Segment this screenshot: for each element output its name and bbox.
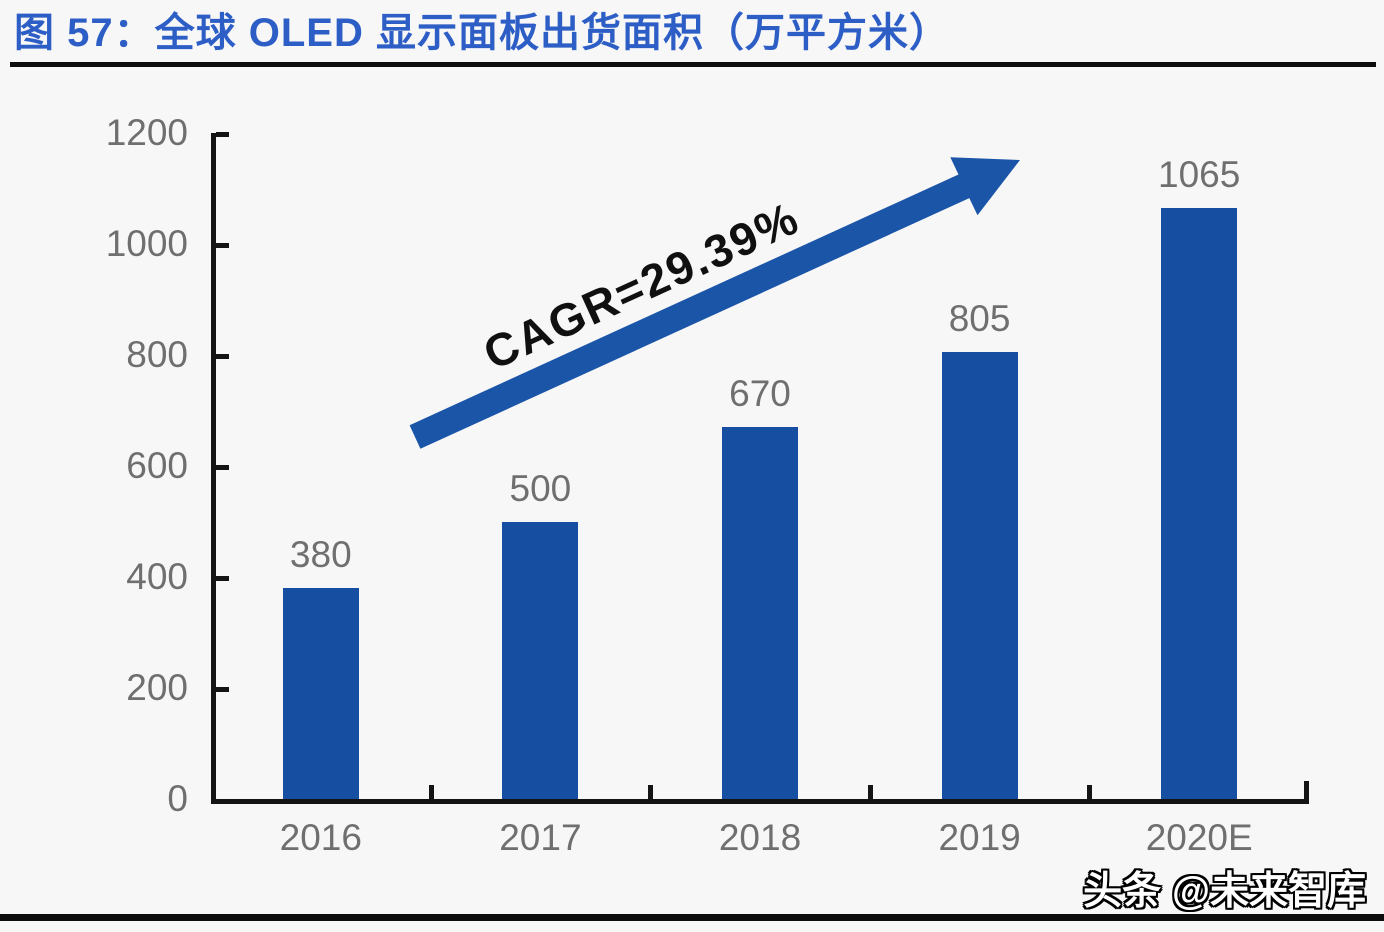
bar-2019 (941, 352, 1018, 799)
y-axis-tick (216, 132, 229, 137)
x-axis-line (211, 799, 1309, 804)
y-axis-tick (216, 354, 229, 359)
bar-value-label-2017: 500 (509, 467, 572, 509)
x-axis-label-2019: 2019 (938, 817, 1021, 858)
x-axis-label-2020E: 2020E (1145, 817, 1253, 858)
figure-title: 图 57：全球 OLED 显示面板出货面积（万平方米） (14, 11, 950, 55)
bar-value-label-2020E: 1065 (1158, 153, 1241, 195)
bar-value-label-2018: 670 (729, 373, 791, 415)
bar-2017 (502, 521, 579, 799)
bar-value-label-2019: 805 (948, 298, 1011, 340)
y-axis-tick-label: 800 (126, 334, 188, 375)
y-axis-tick (216, 465, 229, 470)
x-axis-tick (1087, 785, 1093, 799)
x-axis-tick (867, 785, 873, 799)
x-axis-label-2018: 2018 (718, 817, 802, 858)
x-axis-label-2016: 2016 (279, 817, 362, 858)
x-axis-label-2017: 2017 (499, 817, 582, 858)
y-axis-tick-label: 0 (167, 778, 188, 819)
bar-value-label-2016: 380 (289, 534, 352, 576)
y-axis-tick-label: 1000 (105, 223, 188, 264)
y-axis-tick (216, 243, 229, 248)
y-axis-line (211, 133, 216, 804)
bar-2018 (722, 427, 798, 799)
x-axis-end-cap (1304, 781, 1309, 803)
bar-2016 (282, 588, 359, 799)
bar-2020E (1161, 207, 1238, 799)
x-axis-tick (648, 785, 654, 799)
title-divider-line (10, 62, 1376, 67)
bottom-border-line (0, 914, 1384, 921)
watermark-text: 头条 @未来智库 (1083, 870, 1366, 913)
y-axis-tick (216, 687, 229, 692)
y-axis-tick-label: 200 (126, 667, 188, 708)
y-axis-tick-label: 600 (126, 445, 188, 486)
y-axis-tick-label: 1200 (105, 112, 188, 153)
x-axis-tick (428, 785, 434, 799)
y-axis-tick (216, 576, 229, 581)
cagr-annotation: CAGR=29.39% (476, 191, 807, 379)
y-axis-tick-label: 400 (126, 556, 188, 597)
